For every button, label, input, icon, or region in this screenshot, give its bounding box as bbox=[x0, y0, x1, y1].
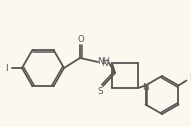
Text: N: N bbox=[101, 59, 108, 67]
Text: NH: NH bbox=[97, 57, 111, 66]
Text: S: S bbox=[97, 86, 103, 96]
Text: N: N bbox=[142, 83, 148, 92]
Text: O: O bbox=[78, 36, 84, 44]
Text: I: I bbox=[5, 64, 8, 73]
Text: F: F bbox=[189, 73, 191, 82]
